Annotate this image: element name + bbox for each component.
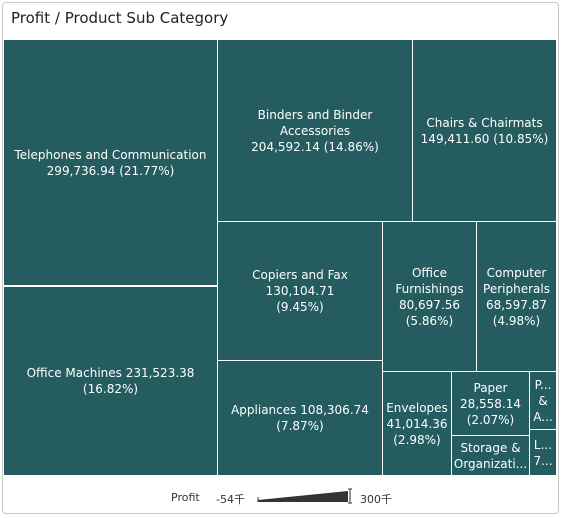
- treemap-tile[interactable]: Binders and Binder Accessories 204,592.14…: [217, 39, 413, 222]
- legend-max-marker: [348, 488, 352, 504]
- treemap-tile[interactable]: Envelopes 41,014.36 (2.98%): [382, 371, 452, 476]
- color-legend: Profit -54千 300千: [0, 484, 563, 508]
- treemap-tile[interactable]: L... 7...: [529, 429, 557, 476]
- treemap-tile-label: Computer Peripherals 68,597.87 (4.98%): [483, 265, 550, 328]
- treemap-tile-label: Storage & Organizati...: [453, 440, 528, 471]
- legend-min-label: -54千: [216, 493, 245, 506]
- treemap-tile-label: P... & A...: [533, 377, 553, 424]
- legend-max-label: 300千: [360, 493, 392, 506]
- treemap-tile-label: Office Furnishings 80,697.56 (5.86%): [395, 265, 464, 328]
- treemap-tile[interactable]: Computer Peripherals 68,597.87 (4.98%): [476, 221, 557, 372]
- chart-title: Profit / Product Sub Category: [11, 9, 229, 27]
- treemap-tile[interactable]: Telephones and Communication 299,736.94 (…: [3, 39, 218, 286]
- legend-ramp: [257, 488, 352, 504]
- treemap-tile-label: L... 7...: [533, 437, 553, 468]
- legend-label: Profit: [171, 491, 200, 504]
- treemap-tile-label: Chairs & Chairmats 149,411.60 (10.85%): [420, 115, 549, 146]
- treemap-tile[interactable]: Appliances 108,306.74 (7.87%): [217, 360, 383, 476]
- treemap-tile[interactable]: Office Machines 231,523.38 (16.82%): [3, 286, 218, 476]
- legend-wedge: [258, 491, 348, 502]
- treemap-tile-label: Telephones and Communication 299,736.94 (…: [14, 147, 207, 178]
- treemap-tile[interactable]: Storage & Organizati...: [451, 435, 530, 476]
- treemap-tile[interactable]: Paper 28,558.14 (2.07%): [451, 371, 530, 436]
- treemap-tile-label: Paper 28,558.14 (2.07%): [459, 380, 522, 427]
- treemap-tile[interactable]: Office Furnishings 80,697.56 (5.86%): [382, 221, 477, 372]
- treemap-tile[interactable]: P... & A...: [529, 371, 557, 430]
- treemap-tile-label: Office Machines 231,523.38 (16.82%): [26, 366, 195, 396]
- treemap-tile-label: Envelopes 41,014.36 (2.98%): [386, 400, 448, 447]
- treemap-tile-label: Appliances 108,306.74 (7.87%): [231, 403, 369, 433]
- treemap-tile[interactable]: Chairs & Chairmats 149,411.60 (10.85%): [412, 39, 557, 222]
- treemap-tile-label: Copiers and Fax 130,104.71 (9.45%): [252, 268, 348, 314]
- treemap-tile[interactable]: Copiers and Fax 130,104.71 (9.45%): [217, 221, 383, 361]
- treemap-tile-label: Binders and Binder Accessories 204,592.14…: [251, 107, 379, 154]
